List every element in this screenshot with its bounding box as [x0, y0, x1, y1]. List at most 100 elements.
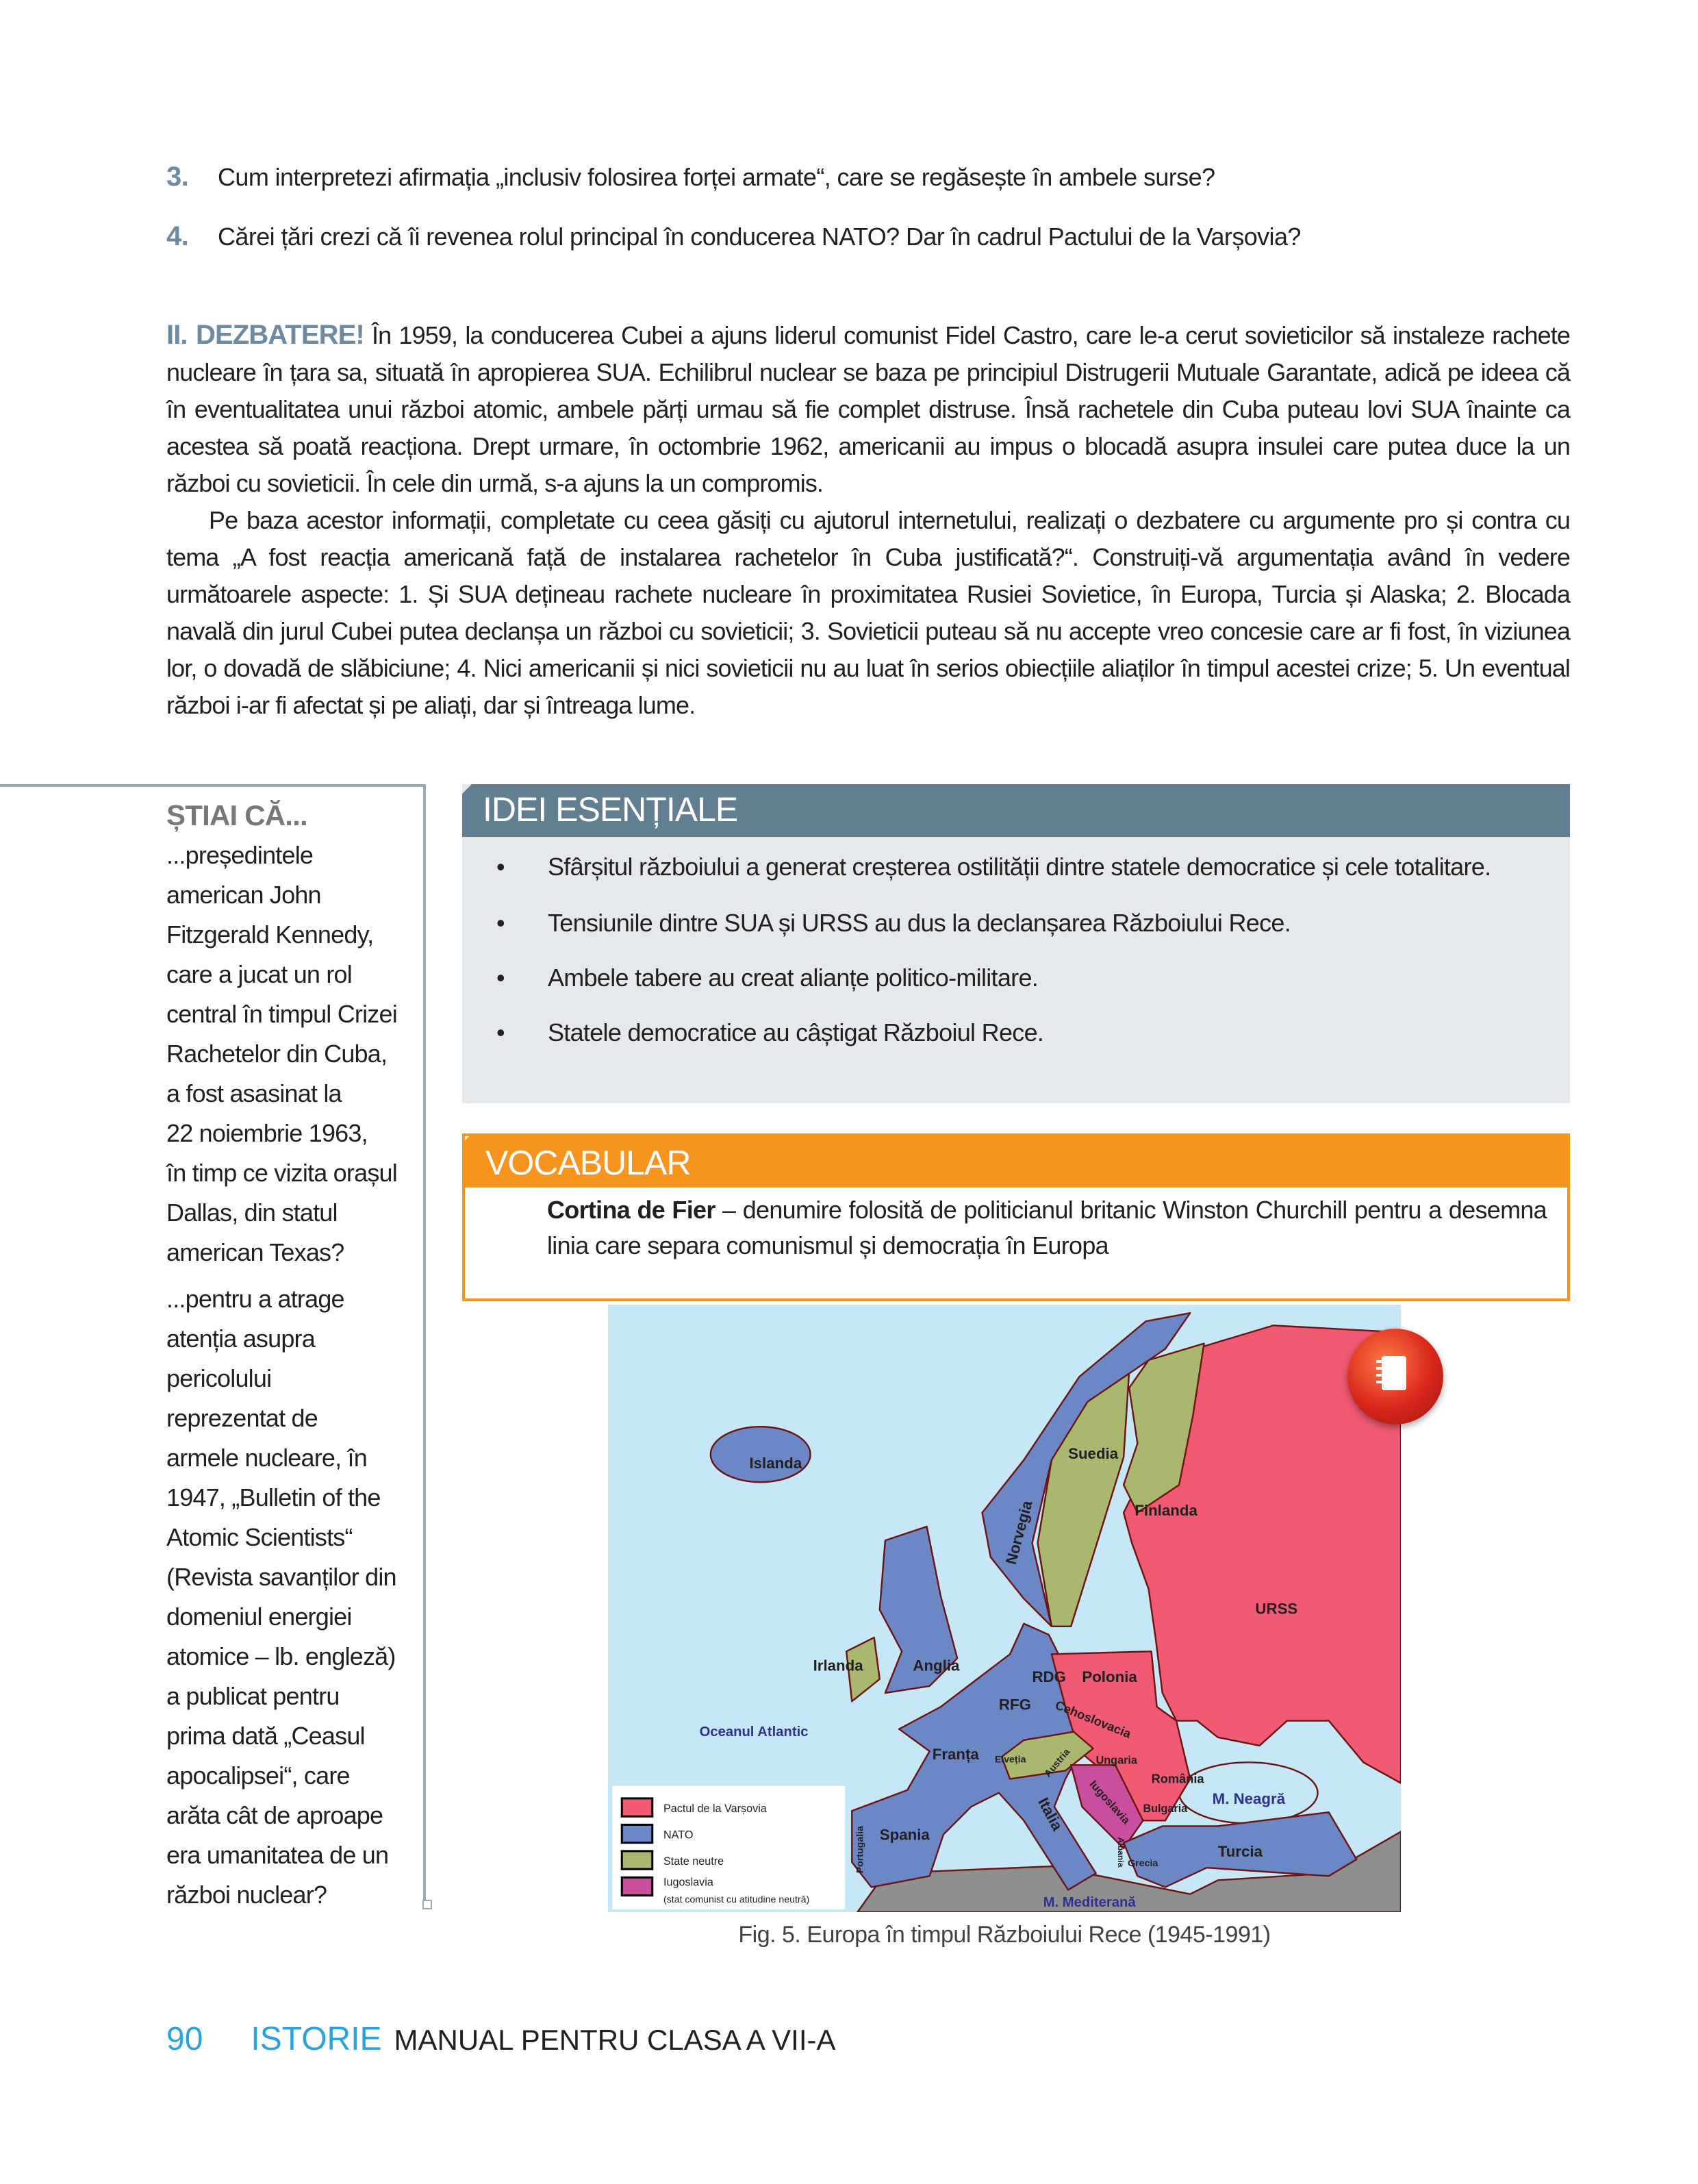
fact-line: Dallas, din statul	[166, 1198, 338, 1227]
vocabulary-definition: – denumire folosită de politicianul brit…	[547, 1196, 1547, 1259]
legend-swatch-neutral	[620, 1850, 654, 1870]
label-urss: URSS	[1255, 1601, 1297, 1618]
region-irlanda	[845, 1636, 881, 1703]
fact-line: domeniul energiei	[166, 1603, 352, 1631]
label-rdg: RDG	[1032, 1668, 1065, 1685]
subject-title: ISTORIE	[251, 2021, 382, 2057]
question-text: Cum interpretezi afirmația „inclusiv fol…	[218, 163, 1215, 191]
key-idea-text: Tensiunile dintre SUA și URSS au dus la …	[548, 909, 1291, 937]
fact-line: a fost asasinat la	[166, 1079, 342, 1107]
region-neutre-alpi	[1000, 1731, 1094, 1780]
label-irlanda: Irlanda	[813, 1657, 864, 1674]
fact-line: Fitzgerald Kennedy,	[166, 920, 374, 949]
question-number: 4.	[166, 221, 189, 251]
notebook-ring	[1376, 1381, 1387, 1383]
fact-line: 1947, „Bulletin of the	[166, 1483, 381, 1511]
fact-line: Atomic Scientists“	[166, 1523, 353, 1551]
label-anglia: Anglia	[913, 1657, 960, 1674]
fact-line: arăta cât de aproape	[166, 1801, 383, 1829]
fact-1: ...președintele american John Fitzgerald K…	[166, 836, 454, 1272]
did-you-know-frame	[0, 784, 426, 1905]
legend-label: Pactul de la Varșovia	[663, 1803, 767, 1815]
did-you-know-title: ȘTIAI CĂ...	[166, 799, 308, 831]
legend-label: State neutre	[663, 1855, 724, 1868]
fact-line: american John	[166, 881, 322, 909]
region-africa-asia	[857, 1831, 1401, 1912]
europe-cold-war-map: Islanda Suedia Finlanda Norvegia URSS Ir…	[608, 1305, 1401, 1912]
question-number: 3.	[166, 162, 189, 192]
fact-line: armele nucleare, în	[166, 1444, 368, 1472]
label-suedia: Suedia	[1068, 1445, 1119, 1462]
bullet-icon: •	[496, 1018, 505, 1046]
label-ungaria: Ungaria	[1096, 1754, 1138, 1766]
fact-line: era umanitatea de un	[166, 1841, 389, 1869]
vocabulary-box: VOCABULAR Cortina de Fier – denumire fol…	[462, 1133, 1570, 1301]
label-polonia: Polonia	[1082, 1668, 1137, 1685]
fact-line: ...președintele	[166, 841, 314, 869]
fact-2: ...pentru a atrage atenția asupra pericolu…	[166, 1279, 454, 1915]
fact-line: în timp ce vizita orașul	[166, 1159, 398, 1187]
fact-line: atenția asupra	[166, 1325, 316, 1353]
fact-line: apocalipsei“, care	[166, 1761, 351, 1790]
question-4: 4. Cărei țări crezi că îi revenea rolul p…	[166, 221, 1301, 252]
legend-label: Iugoslavia	[663, 1877, 713, 1889]
label-franta: Franța	[933, 1746, 980, 1763]
label-rfg: RFG	[999, 1696, 1031, 1713]
label-islanda: Islanda	[749, 1455, 802, 1472]
debate-paragraph-1: În 1959, la conducerea Cubei a ajuns lid…	[166, 321, 1571, 497]
label-elvetia: Elveția	[995, 1754, 1026, 1765]
label-portugalia: Portugalia	[855, 1826, 866, 1873]
region-vest	[851, 1622, 1097, 1891]
key-idea-item: • Statele democratice au câștigat Războiu…	[496, 1013, 1544, 1053]
notebook-icon[interactable]	[1347, 1329, 1443, 1424]
key-idea-item: • Sfârșitul războiului a generat creștere…	[496, 847, 1544, 887]
bullet-icon: •	[496, 964, 505, 992]
map-caption: Fig. 5. Europa în timpul Războiului Rece…	[738, 1922, 1271, 1948]
key-ideas-box: IDEI ESENȚIALE • Sfârșitul războiului a g…	[462, 784, 1570, 1103]
fact-line: prima dată „Ceasul	[166, 1722, 366, 1750]
debate-section: II. DEZBATERE! În 1959, la conducerea Cu…	[166, 316, 1571, 724]
vocabulary-header	[462, 1133, 1570, 1188]
label-grecia: Grecia	[1128, 1858, 1158, 1869]
key-ideas-header	[462, 784, 1570, 837]
bullet-icon: •	[496, 853, 505, 881]
question-3: 3. Cum interpretezi afirmația „inclusiv f…	[166, 162, 1215, 192]
vocabulary-entry: Cortina de Fier – denumire folosită de p…	[547, 1192, 1547, 1264]
key-ideas-list: • Sfârșitul războiului a generat creștere…	[496, 847, 1544, 1069]
key-idea-item: • Tensiunile dintre SUA și URSS au dus la…	[496, 903, 1544, 943]
fact-line: atomice – lb. engleză)	[166, 1642, 396, 1670]
region-iugoslavia	[1069, 1764, 1144, 1850]
legend-swatch-nato	[620, 1823, 654, 1844]
region-norvegia	[981, 1311, 1191, 1628]
legend-label: NATO	[663, 1829, 693, 1842]
label-mediterranean: M. Mediterană	[1043, 1895, 1137, 1910]
book-title: MANUAL PENTRU CLASA A VII-A	[394, 2024, 836, 2056]
fact-line: ...pentru a atrage	[166, 1285, 345, 1313]
region-islanda	[709, 1425, 811, 1483]
fact-line: reprezentat de	[166, 1404, 318, 1432]
fact-line: a publicat pentru	[166, 1682, 340, 1710]
question-text: Cărei țări crezi că îi revenea rolul pri…	[218, 223, 1301, 251]
page-footer: 90 ISTORIE MANUAL PENTRU CLASA A VII-A	[166, 2020, 836, 2058]
fact-line: Rachetelor din Cuba,	[166, 1040, 388, 1068]
label-atlantic: Oceanul Atlantic	[700, 1724, 809, 1740]
region-anglia	[878, 1525, 959, 1694]
legend-swatch-warsaw	[620, 1797, 654, 1818]
label-black-sea: M. Neagră	[1213, 1790, 1286, 1807]
label-bulgaria: Bulgaria	[1143, 1803, 1188, 1815]
fact-line: american Texas?	[166, 1238, 344, 1266]
label-turcia: Turcia	[1218, 1843, 1263, 1860]
fact-line: 22 noiembrie 1963,	[166, 1119, 368, 1147]
region-suedia	[1037, 1370, 1130, 1628]
region-finlanda	[1122, 1342, 1205, 1514]
notebook-ring	[1376, 1374, 1387, 1377]
notebook-ring	[1376, 1360, 1387, 1363]
label-finlanda: Finlanda	[1135, 1502, 1198, 1519]
key-idea-text: Ambele tabere au creat alianțe politico-…	[548, 964, 1039, 992]
fact-line: (Revista savanților din	[166, 1563, 397, 1591]
frame-handle	[422, 1900, 432, 1909]
region-grecia-turcia	[1122, 1811, 1358, 1888]
vocabulary-title: VOCABULAR	[485, 1144, 691, 1182]
label-romania: România	[1152, 1772, 1205, 1786]
key-ideas-title: IDEI ESENȚIALE	[483, 790, 738, 829]
